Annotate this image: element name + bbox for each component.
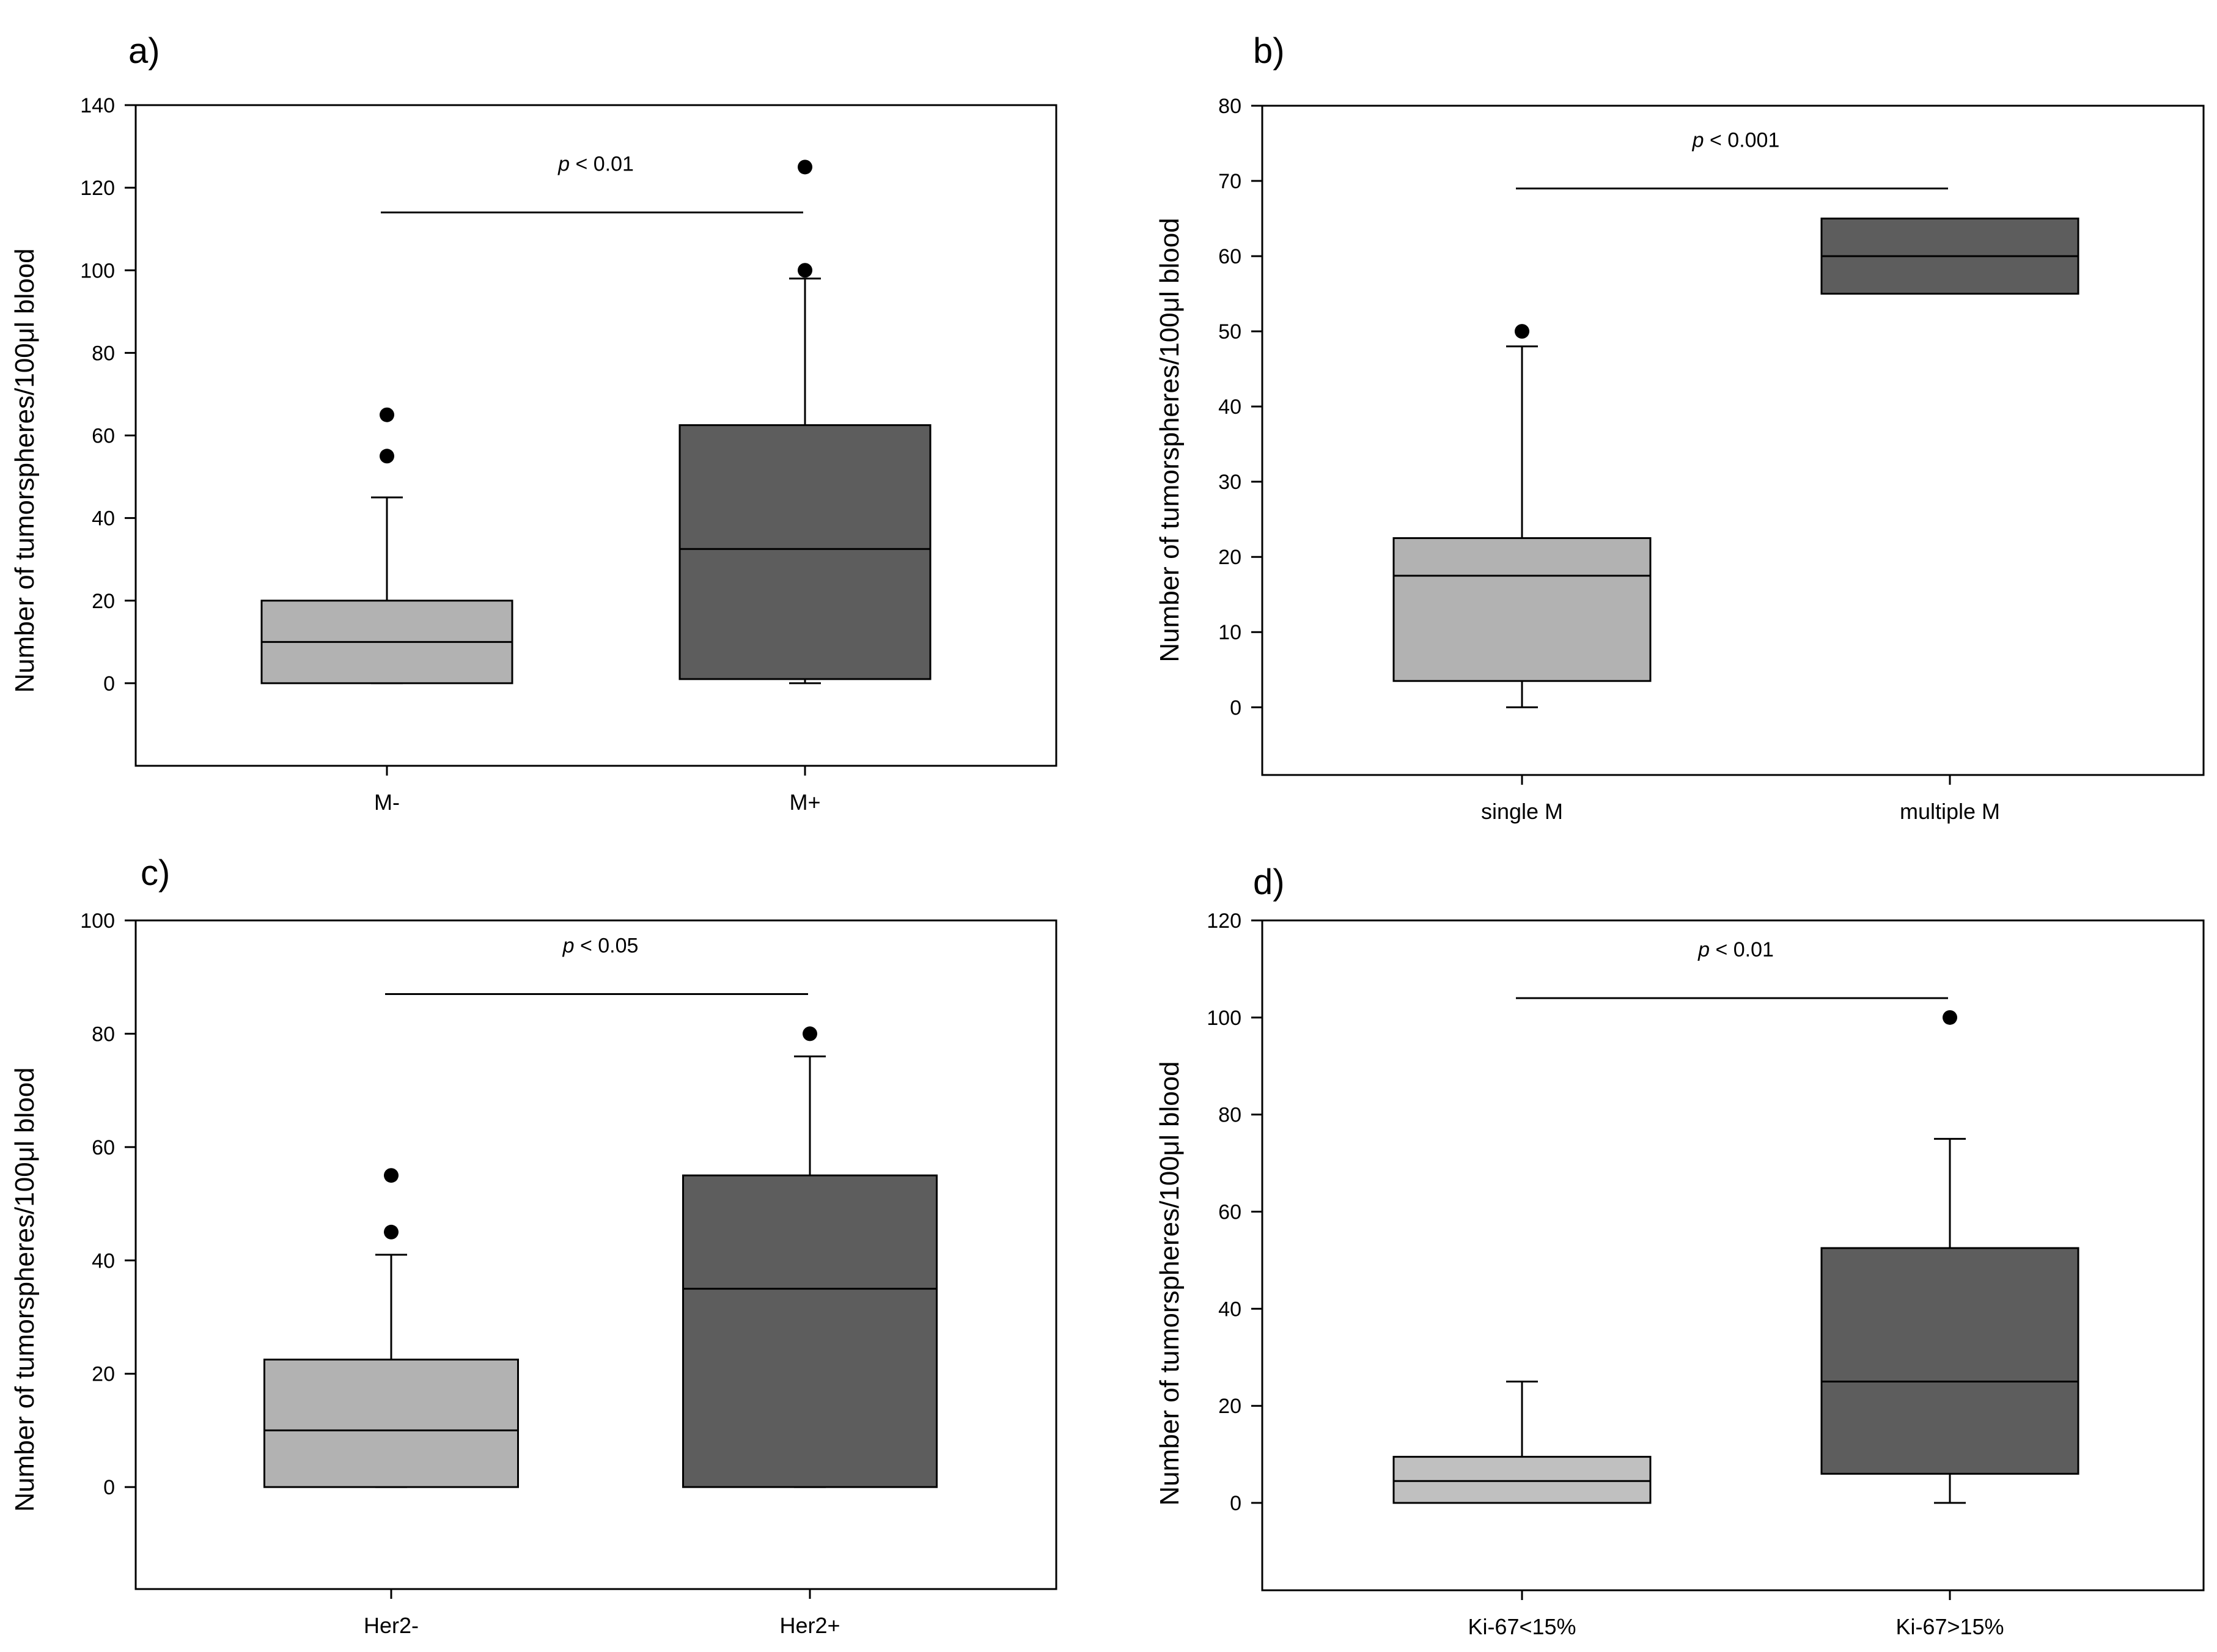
y-tick-label: 0 — [103, 1476, 115, 1499]
y-tick-label: 10 — [1218, 621, 1241, 644]
outlier-point — [803, 1026, 817, 1041]
outlier-point — [798, 263, 812, 278]
y-axis-label: Number of tumorspheres/100μl blood — [10, 1067, 40, 1511]
y-tick-label: 80 — [1218, 1104, 1241, 1127]
outlier-point — [384, 1168, 399, 1183]
y-tick-label: 100 — [80, 259, 115, 282]
y-tick-label: 0 — [103, 672, 115, 696]
p-value-label: p < 0.01 — [1697, 938, 1774, 961]
outlier-point — [1943, 1010, 1957, 1025]
iqr-box — [1392, 1456, 1652, 1504]
x-tick-label: Ki-67>15% — [1895, 1614, 2004, 1639]
x-tick-label: single M — [1481, 799, 1563, 824]
y-tick-label: 80 — [92, 1022, 115, 1046]
y-tick-label: 60 — [92, 425, 115, 448]
y-tick-label: 100 — [1207, 1007, 1241, 1030]
p-value-text: < 0.01 — [1710, 938, 1774, 961]
x-tick-label: M+ — [789, 790, 820, 815]
y-tick-label: 30 — [1218, 471, 1241, 494]
iqr-box — [1820, 1247, 2079, 1475]
box-plot-d: 0 20 40 60 80 100 120 Number of tumorspheres/10… — [1155, 909, 2205, 1639]
iqr-box — [1392, 537, 1652, 682]
y-tick-label: 20 — [1218, 546, 1241, 569]
p-value-symbol: p — [1697, 938, 1710, 961]
y-tick-label: 40 — [1218, 1298, 1241, 1321]
y-tick-label: 70 — [1218, 170, 1241, 193]
y-tick-label: 80 — [1218, 95, 1241, 118]
x-tick-label: M- — [374, 790, 400, 815]
x-tick-label: Her2- — [364, 1613, 419, 1638]
panel-label-b: b) — [1253, 31, 1285, 71]
iqr-box — [263, 1359, 519, 1488]
y-tick-label: 0 — [1230, 1492, 1241, 1515]
p-value-text: < 0.001 — [1704, 128, 1780, 152]
p-value-label: p < 0.001 — [1692, 128, 1780, 152]
panel-label-d: d) — [1253, 862, 1285, 902]
y-tick-label: 20 — [92, 1363, 115, 1386]
p-value-symbol: p — [557, 153, 570, 176]
outlier-point — [798, 160, 812, 175]
p-value-label: p < 0.01 — [557, 153, 634, 176]
x-tick-label: Ki-67<15% — [1468, 1614, 1576, 1639]
outlier-point — [384, 1224, 399, 1239]
plot-frame — [1261, 919, 2205, 1591]
outlier-point — [380, 407, 394, 422]
y-tick-label: 20 — [92, 590, 115, 613]
iqr-box — [682, 1174, 938, 1488]
p-value-symbol: p — [562, 934, 575, 958]
y-tick-label: 100 — [80, 909, 115, 933]
plot-frame — [134, 919, 1057, 1590]
outlier-point — [1515, 324, 1529, 339]
y-tick-label: 50 — [1218, 320, 1241, 343]
y-axis-label: Number of tumorspheres/100μl blood — [1155, 1061, 1185, 1505]
y-axis-label: Number of tumorspheres/100μl blood — [1155, 218, 1185, 662]
y-tick-label: 120 — [80, 177, 115, 200]
y-axis-label: Number of tumorspheres/100μl blood — [10, 248, 40, 692]
panel-label-a: a) — [128, 31, 160, 71]
iqr-box — [678, 424, 932, 680]
y-tick-label: 60 — [1218, 1201, 1241, 1224]
y-tick-label: 40 — [1218, 395, 1241, 419]
p-value-text: < 0.05 — [575, 934, 639, 958]
y-tick-label: 120 — [1207, 909, 1241, 933]
y-tick-label: 20 — [1218, 1395, 1241, 1418]
y-tick-label: 0 — [1230, 696, 1241, 719]
box-plot-b: 0 10 20 30 40 50 60 70 80 Number of tumorspheres/… — [1155, 95, 2205, 824]
panel-label-c: c) — [141, 853, 171, 893]
p-value-symbol: p — [1692, 128, 1704, 152]
box-plot-c: 0 20 40 60 80 100 Number of tumorspheres/100μl… — [10, 909, 1057, 1638]
x-tick-label: multiple M — [1900, 799, 2000, 824]
y-tick-label: 60 — [92, 1136, 115, 1159]
box-plot-a: 0 20 40 60 80 100 120 140 Number of tumorspheres… — [10, 94, 1057, 815]
p-value-label: p < 0.05 — [562, 934, 639, 958]
y-tick-label: 40 — [92, 507, 115, 530]
y-tick-label: 60 — [1218, 245, 1241, 268]
plot-frame — [1261, 105, 2205, 776]
x-tick-label: Her2+ — [779, 1613, 840, 1638]
y-tick-label: 80 — [92, 342, 115, 365]
y-tick-label: 140 — [80, 94, 115, 117]
y-tick-label: 40 — [92, 1249, 115, 1272]
p-value-text: < 0.01 — [570, 153, 634, 176]
outlier-point — [380, 449, 394, 464]
